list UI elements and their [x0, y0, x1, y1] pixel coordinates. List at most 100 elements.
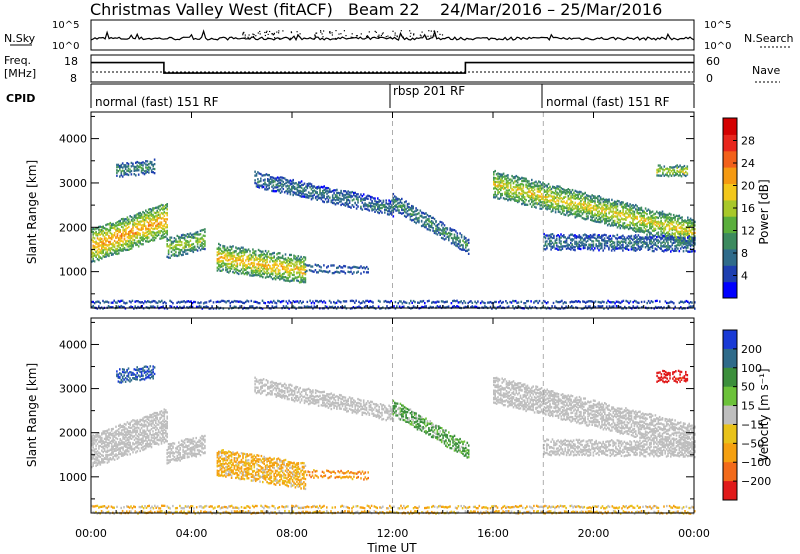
scatter-cell: [392, 192, 395, 196]
scatter-cell: [545, 198, 547, 201]
scatter-cell: [459, 232, 461, 235]
scatter-cell: [399, 205, 402, 209]
scatter-cell: [601, 236, 603, 239]
scatter-cell: [116, 241, 119, 245]
noise-right-tick-top: 10^5: [704, 20, 731, 31]
noise-right-tick-bottom: 10^0: [704, 41, 731, 52]
scatter-cell: [145, 228, 147, 231]
scatter-cell: [465, 249, 467, 253]
noise-search-dot: [331, 32, 333, 34]
scatter-cell: [237, 300, 240, 303]
scatter-cell: [116, 240, 119, 243]
scatter-cell: [369, 195, 372, 199]
scatter-cell: [495, 180, 498, 184]
noise-search-dot: [356, 35, 358, 37]
scatter-cell: [392, 196, 395, 200]
scatter-cell: [195, 237, 197, 240]
scatter-cell: [516, 186, 519, 189]
scatter-cell: [674, 225, 676, 228]
scatter-cell: [296, 263, 298, 266]
scatter-cell: [365, 195, 368, 198]
scatter-cell: [257, 261, 260, 264]
scatter-cell: [612, 204, 615, 207]
scatter-cell: [664, 215, 667, 219]
scatter-cell: [689, 225, 692, 228]
scatter-cell: [293, 257, 295, 260]
scatter-cell: [467, 248, 470, 251]
scatter-cell: [208, 300, 211, 303]
scatter-cell: [661, 222, 664, 225]
scatter-cell: [630, 212, 633, 215]
scatter-cell: [136, 236, 139, 239]
scatter-cell: [297, 258, 300, 261]
scatter-cell: [505, 300, 507, 303]
scatter-cell: [302, 190, 304, 193]
scatter-cell: [674, 218, 676, 222]
scatter-cell: [123, 248, 126, 251]
scatter-cell: [121, 299, 124, 302]
scatter-cell: [281, 179, 283, 182]
scatter-cell: [167, 245, 170, 248]
scatter-cell: [240, 246, 243, 249]
scatter-cell: [178, 248, 180, 251]
scatter-cell: [346, 198, 348, 202]
scatter-cell: [590, 199, 592, 202]
scatter-cell: [189, 239, 192, 242]
scatter-cell: [629, 211, 631, 214]
scatter-cell: [642, 229, 644, 232]
scatter-cell: [126, 226, 129, 230]
scatter-cell: [293, 191, 296, 194]
scatter-cell: [411, 209, 413, 212]
scatter-cell: [694, 236, 696, 240]
scatter-cell: [286, 192, 289, 195]
scatter-cell: [404, 301, 406, 304]
scatter-cell: [568, 234, 571, 237]
scatter-cell: [319, 190, 321, 193]
scatter-cell: [398, 198, 400, 201]
scatter-cell: [505, 197, 508, 200]
scatter-cell: [133, 241, 136, 245]
scatter-cell: [517, 301, 520, 304]
scatter-cell: [619, 236, 621, 239]
scatter-cell: [575, 236, 578, 240]
scatter-cell: [647, 208, 650, 211]
scatter-cell: [656, 171, 658, 174]
scatter-cell: [498, 301, 500, 304]
scatter-cell: [622, 222, 624, 225]
scatter-cell: [509, 190, 512, 194]
scatter-cell: [303, 260, 305, 263]
scatter-cell: [127, 167, 130, 170]
scatter-cell: [589, 305, 591, 308]
scatter-cell: [303, 187, 306, 190]
scatter-cell: [647, 216, 650, 219]
scatter-cell: [636, 210, 638, 214]
scatter-cell: [558, 239, 561, 242]
scatter-cell: [267, 173, 269, 177]
scatter-cell: [132, 223, 134, 226]
scatter-cell: [264, 262, 267, 265]
scatter-cell: [270, 276, 273, 279]
scatter-cell: [358, 300, 360, 303]
scatter-cell: [543, 244, 545, 248]
scatter-cell: [296, 300, 299, 303]
scatter-cell: [658, 224, 661, 227]
scatter-cell: [601, 239, 603, 242]
scatter-cell: [688, 226, 690, 230]
scatter-cell: [648, 240, 651, 243]
scatter-cell: [612, 247, 614, 250]
scatter-cell: [418, 221, 420, 224]
scatter-cell: [556, 191, 558, 194]
scatter-cell: [133, 234, 136, 237]
scatter-cell: [522, 183, 525, 187]
scatter-cell: [296, 279, 298, 282]
scatter-cell: [150, 208, 153, 211]
scatter-cell: [535, 199, 537, 202]
scatter-cell: [262, 260, 264, 263]
scatter-cell: [613, 222, 616, 225]
scatter-cell: [606, 219, 609, 223]
scatter-cell: [584, 198, 586, 201]
scatter-cell: [125, 248, 127, 252]
scatter-cell: [538, 190, 540, 193]
scatter-cell: [650, 220, 652, 223]
scatter-cell: [391, 211, 393, 214]
